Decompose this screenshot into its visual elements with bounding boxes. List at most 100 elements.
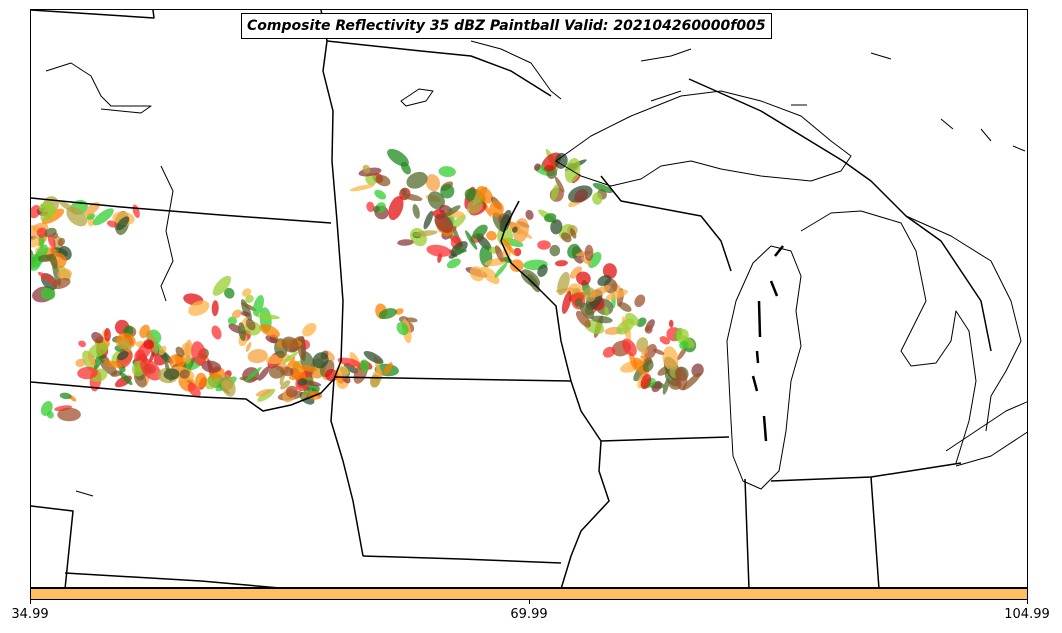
reflectivity-blob xyxy=(84,202,100,216)
colorbar-tick-label: 69.99 xyxy=(510,607,548,622)
reflectivity-blob xyxy=(117,350,129,361)
border-line xyxy=(560,380,610,587)
reflectivity-blob xyxy=(472,224,488,239)
reflectivity-blob xyxy=(59,392,72,400)
reflectivity-blob xyxy=(231,309,242,319)
reflectivity-blob xyxy=(211,325,222,340)
reflectivity-blob xyxy=(537,264,548,277)
reflectivity-blob xyxy=(103,360,123,368)
coastlines xyxy=(45,40,1027,497)
coastline xyxy=(905,215,1022,432)
reflectivity-blob xyxy=(675,366,688,391)
reflectivity-blob xyxy=(268,365,285,379)
reflectivity-blob xyxy=(425,174,441,192)
coastline xyxy=(945,401,1027,467)
reflectivity-blob xyxy=(406,171,428,189)
reflectivity-blob xyxy=(31,237,41,248)
reflectivity-blob xyxy=(163,356,172,382)
coastline xyxy=(160,165,174,302)
reflectivity-blob xyxy=(621,338,637,357)
reflectivity-blob xyxy=(676,328,689,341)
reflectivity-blob xyxy=(252,295,264,316)
border-line xyxy=(362,555,562,564)
reflectivity-blob xyxy=(597,274,612,287)
border-line xyxy=(31,197,332,224)
reflectivity-blob xyxy=(662,346,679,371)
reflectivity-blob xyxy=(520,269,541,287)
reflectivity-blob xyxy=(242,288,252,297)
reflectivity-blob xyxy=(257,366,270,381)
reflectivity-blob xyxy=(494,262,508,278)
border-line xyxy=(31,505,74,587)
reflectivity-blob xyxy=(201,360,222,373)
reflectivity-blob xyxy=(104,328,111,342)
reflectivity-blob xyxy=(589,285,611,298)
reflectivity-blob xyxy=(188,300,210,316)
reflectivity-blob xyxy=(372,205,380,213)
border-line xyxy=(688,78,992,352)
reflectivity-blob xyxy=(604,306,609,317)
reflectivity-blob xyxy=(561,232,572,243)
reflectivity-blob xyxy=(397,239,414,246)
reflectivity-blob xyxy=(281,336,299,353)
coastline xyxy=(870,52,1026,152)
reflectivity-blob xyxy=(257,388,276,402)
reflectivity-blob xyxy=(652,348,665,355)
reflectivity-blob xyxy=(544,213,557,223)
reflectivity-blob xyxy=(480,266,500,285)
reflectivity-blob xyxy=(259,324,280,338)
reflectivity-blob xyxy=(175,346,185,358)
basemap xyxy=(31,10,1027,587)
reflectivity-blob xyxy=(511,226,518,233)
reflectivity-blob xyxy=(644,344,657,360)
reflectivity-blob xyxy=(77,366,98,380)
border-line xyxy=(64,572,277,587)
reflectivity-blob xyxy=(119,371,133,386)
reflectivity-blob xyxy=(592,192,603,205)
border-line xyxy=(326,40,552,97)
reflectivity-blob xyxy=(57,237,65,247)
reflectivity-blob xyxy=(636,317,647,328)
reflectivity-blob xyxy=(574,189,588,203)
coastline xyxy=(800,210,977,464)
reflectivity-blob xyxy=(576,271,591,286)
reflectivity-blob xyxy=(679,340,689,350)
reflectivity-blob xyxy=(299,365,318,372)
coastline xyxy=(555,90,852,187)
reflectivity-blob xyxy=(87,353,96,367)
reflectivity-blob xyxy=(443,205,461,217)
reflectivity-blob xyxy=(438,166,456,178)
reflectivity-blob xyxy=(282,351,299,365)
reflectivity-blob xyxy=(49,253,58,269)
reflectivity-blob xyxy=(255,314,280,320)
reflectivity-blob xyxy=(244,367,262,382)
reflectivity-blob xyxy=(476,186,494,204)
coastline xyxy=(726,245,802,490)
reflectivity-blob xyxy=(37,272,58,284)
reflectivity-blob xyxy=(534,163,541,171)
reflectivity-blob xyxy=(300,390,309,400)
reflectivity-blob xyxy=(245,294,254,304)
reflectivity-blob xyxy=(40,206,57,222)
reflectivity-blob xyxy=(92,208,114,226)
reflectivity-blob xyxy=(280,380,291,390)
lake-ice-segments xyxy=(751,245,784,442)
reflectivity-blob xyxy=(569,266,582,279)
reflectivity-blob xyxy=(362,164,371,174)
reflectivity-blob xyxy=(360,359,370,373)
reflectivity-blob xyxy=(561,291,572,314)
reflectivity-blob xyxy=(366,201,375,212)
reflectivity-blob xyxy=(312,352,329,369)
reflectivity-blob xyxy=(405,317,418,323)
reflectivity-blob xyxy=(337,357,361,367)
reflectivity-blob xyxy=(78,340,86,348)
reflectivity-blob xyxy=(636,337,649,352)
reflectivity-blob xyxy=(592,183,613,193)
reflectivity-blob xyxy=(551,184,559,201)
reflectivity-paintball-layer xyxy=(31,148,704,422)
reflectivity-blob xyxy=(349,184,375,192)
reflectivity-blob xyxy=(195,372,207,389)
border-line xyxy=(320,10,344,380)
reflectivity-blob xyxy=(550,219,563,235)
reflectivity-blob xyxy=(375,174,391,187)
